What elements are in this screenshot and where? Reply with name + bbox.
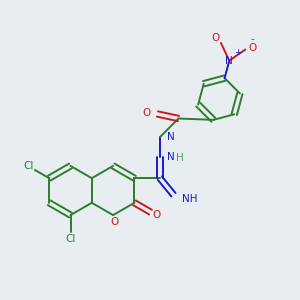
Text: +: + bbox=[234, 48, 242, 57]
Text: N: N bbox=[225, 56, 233, 66]
Text: NH: NH bbox=[182, 194, 197, 204]
Text: H: H bbox=[176, 153, 184, 163]
Text: -: - bbox=[250, 34, 254, 44]
Text: Cl: Cl bbox=[65, 234, 76, 244]
Text: O: O bbox=[152, 210, 160, 220]
Text: N: N bbox=[167, 132, 174, 142]
Text: Cl: Cl bbox=[23, 161, 33, 171]
Text: O: O bbox=[211, 33, 220, 43]
Text: O: O bbox=[110, 217, 119, 227]
Text: O: O bbox=[248, 43, 256, 53]
Text: O: O bbox=[143, 108, 151, 118]
Text: N: N bbox=[167, 152, 174, 162]
